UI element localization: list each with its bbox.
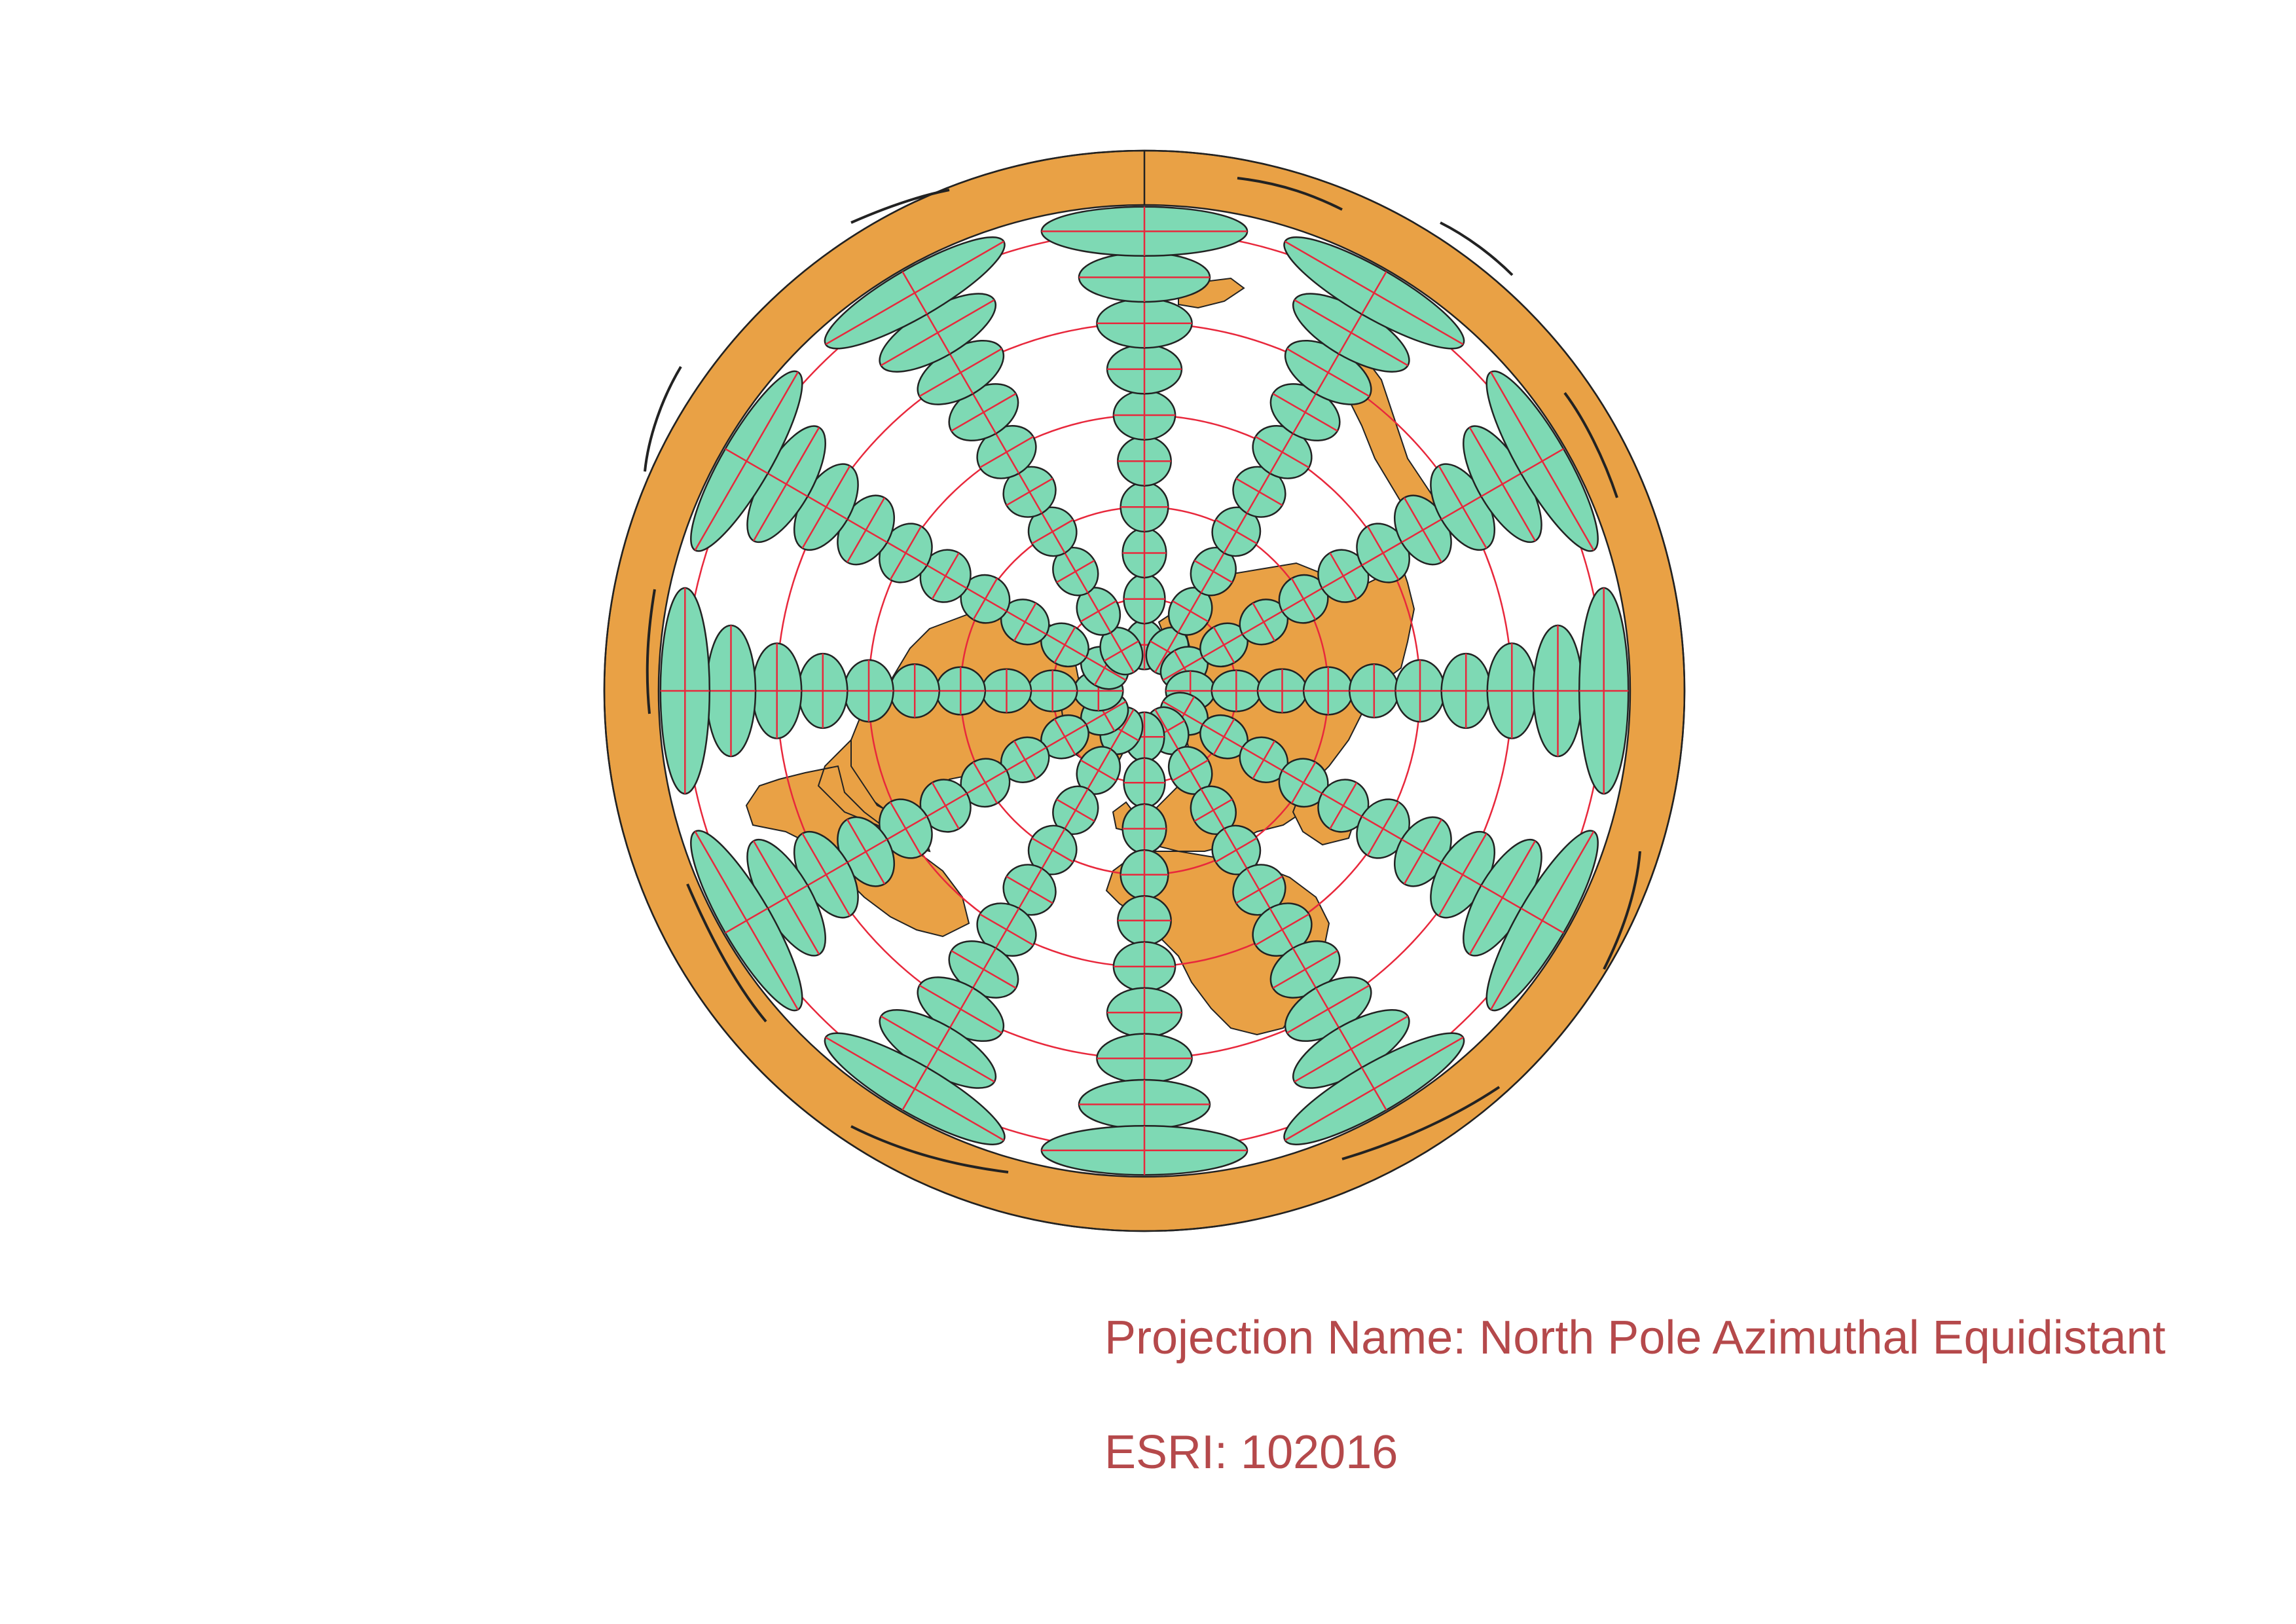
tissot-ellipse: [1052, 785, 1099, 836]
tissot-ellipse: [976, 425, 1037, 479]
tissot-ellipse: [793, 830, 859, 919]
tissot-ellipse: [751, 642, 803, 739]
tissot-ellipse: [1578, 587, 1630, 795]
tissot-ellipse: [879, 523, 933, 583]
projection-name-caption: Projection Name: North Pole Azimuthal Eq…: [1104, 1312, 2166, 1364]
tissot-ellipse: [797, 652, 848, 729]
tissot-ellipse: [705, 624, 757, 758]
tissot-ellipse: [1040, 714, 1089, 760]
map-boundary: [603, 149, 1686, 1232]
tissot-ellipse: [1167, 746, 1213, 795]
tissot-ellipse: [1120, 849, 1169, 900]
tissot-ellipse: [1000, 736, 1050, 783]
tissot-ellipse: [1356, 798, 1410, 859]
antarctica-coastline: [644, 177, 1641, 1173]
tissot-ellipse: [1485, 830, 1599, 1012]
tissot-ellipse: [1040, 206, 1248, 257]
tissot-ellipse: [1106, 344, 1183, 395]
tissot-ellipse: [1232, 864, 1286, 916]
tissot-ellipse: [1040, 622, 1089, 668]
tissot-ellipse: [1027, 669, 1078, 712]
tissot-ellipse: [1486, 642, 1538, 739]
tissot-ellipse: [1430, 463, 1496, 551]
tissot-ellipse: [1099, 627, 1144, 676]
tissot-ellipse: [659, 587, 711, 795]
tissot-ellipse: [917, 339, 1005, 405]
tissot-ellipse: [1112, 390, 1176, 441]
tissot-indicatrices: [659, 206, 1630, 1176]
tissot-ellipse: [879, 798, 933, 859]
tissot-ellipse: [1440, 652, 1491, 729]
tissot-ellipse: [1211, 669, 1262, 712]
tissot-ellipse: [1283, 236, 1465, 350]
tissot-ellipse: [1121, 527, 1167, 579]
tissot-ellipse: [1283, 1032, 1465, 1145]
tissot-ellipse: [843, 659, 894, 723]
tissot-ellipse: [1078, 1079, 1211, 1130]
tissot-ellipse: [1394, 659, 1446, 723]
tissot-ellipse: [917, 976, 1005, 1043]
tissot-ellipse: [1278, 574, 1329, 624]
tissot-ellipse: [1120, 481, 1169, 533]
tissot-ellipse: [1078, 251, 1211, 303]
tissot-ellipse: [1117, 895, 1172, 946]
tissot-ellipse: [1123, 757, 1166, 809]
tissot-ellipse: [690, 370, 803, 552]
tissot-ellipse: [1106, 987, 1183, 1038]
tissot-ellipse: [1167, 587, 1213, 636]
tissot-ellipse: [1211, 824, 1262, 876]
tissot-ellipse: [1302, 666, 1354, 716]
tissot-ellipse: [1117, 435, 1172, 487]
tissot-ellipse: [824, 236, 1006, 350]
tissot-ellipse: [1123, 573, 1166, 625]
tissot-ellipse: [1532, 624, 1584, 758]
tissot-ellipse: [1317, 549, 1370, 603]
tissot-ellipse: [1463, 425, 1542, 544]
tissot-ellipse: [1278, 758, 1329, 808]
tissot-ellipse: [1256, 668, 1308, 714]
tissot-ellipse: [1112, 941, 1176, 992]
tissot-ellipse: [1349, 663, 1400, 718]
tissot-ellipse: [1096, 1033, 1193, 1084]
esri-code-caption: ESRI: 102016: [1104, 1426, 1398, 1479]
tissot-ellipse: [1121, 803, 1167, 855]
tissot-ellipse: [1190, 785, 1237, 836]
tissot-ellipse: [889, 663, 940, 718]
tissot-ellipse: [746, 425, 826, 544]
tissot-ellipse: [1040, 1124, 1248, 1176]
tissot-ellipse: [935, 666, 987, 716]
tissot-ellipse: [1485, 370, 1599, 552]
tissot-ellipse: [1252, 425, 1313, 479]
tissot-ellipse: [1252, 902, 1313, 957]
tissot-ellipse: [981, 668, 1032, 714]
tissot-ellipse: [690, 830, 803, 1012]
tissot-ellipse: [1211, 506, 1262, 557]
tissot-ellipse: [1096, 297, 1193, 349]
tissot-ellipse: [824, 1032, 1006, 1145]
tissot-ellipse: [976, 902, 1037, 957]
